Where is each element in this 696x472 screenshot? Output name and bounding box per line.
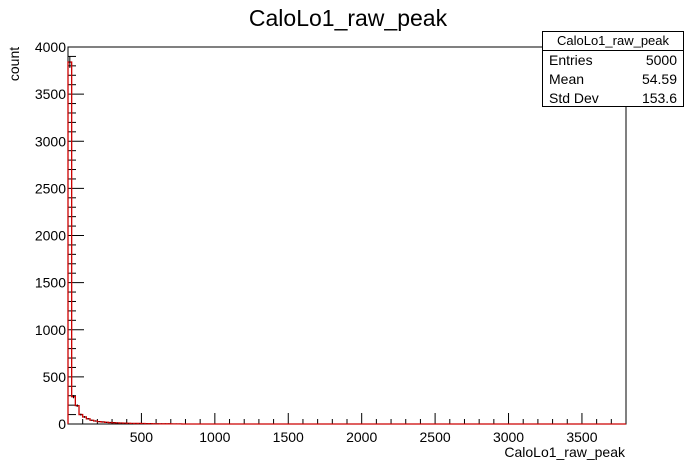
y-tick-label: 0 [58, 416, 66, 432]
axis-labels: count CaloLo1_raw_peak [6, 47, 626, 460]
y-tick-label: 1000 [35, 322, 66, 338]
stats-value: 153.6 [641, 90, 677, 106]
stats-box-title: CaloLo1_raw_peak [543, 32, 683, 51]
stats-label: Entries [549, 52, 593, 68]
x-tick-label: 2000 [346, 429, 377, 445]
y-tick-label: 2500 [35, 180, 66, 196]
stats-value: 5000 [645, 52, 677, 68]
y-tick-label: 3500 [35, 86, 66, 102]
stats-box: CaloLo1_raw_peak Entries 5000 Mean 54.59… [542, 31, 684, 107]
x-axis-label: CaloLo1_raw_peak [504, 444, 626, 460]
y-tick-label: 4000 [35, 39, 66, 55]
stats-label: Mean [549, 71, 585, 87]
x-tick-label: 3500 [566, 429, 597, 445]
stats-row-stddev: Std Dev 153.6 [543, 89, 683, 108]
x-tick-label: 3000 [493, 429, 524, 445]
histogram-bins [67, 56, 626, 425]
chart-title: CaloLo1_raw_peak [248, 5, 448, 31]
stats-row-mean: Mean 54.59 [543, 70, 683, 89]
y-tick-label: 2000 [35, 228, 66, 244]
x-tick-label: 500 [130, 429, 154, 445]
x-tick-label: 1500 [273, 429, 304, 445]
stats-row-entries: Entries 5000 [543, 51, 683, 70]
axes: 500 1000 1500 2000 2500 3000 3500 0 500 1000 1500 2… [35, 39, 627, 445]
y-tick-label: 500 [43, 369, 67, 385]
x-tick-label: 2500 [420, 429, 451, 445]
x-tick-label: 1000 [199, 429, 230, 445]
stats-label: Std Dev [549, 90, 599, 106]
y-axis-label: count [6, 47, 22, 81]
histogram-outline [67, 61, 626, 425]
y-tick-label: 3000 [35, 133, 66, 149]
stats-value: 54.59 [641, 71, 677, 87]
y-tick-label: 1500 [35, 275, 66, 291]
